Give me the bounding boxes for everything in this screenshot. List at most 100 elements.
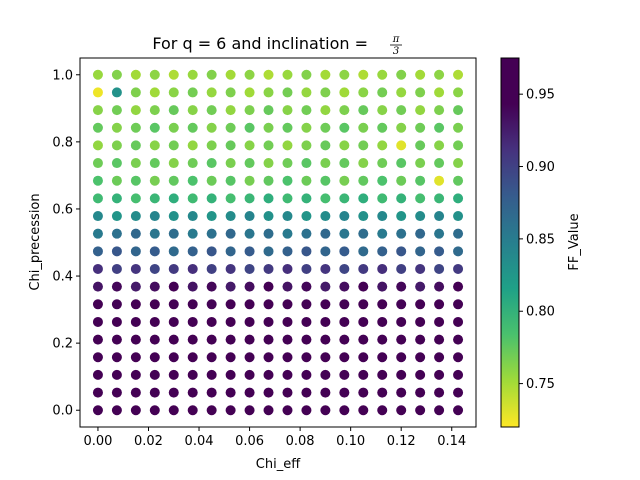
- data-point: [301, 175, 312, 186]
- data-point: [206, 69, 217, 80]
- data-point: [149, 281, 160, 292]
- data-point: [92, 122, 103, 133]
- data-point: [339, 281, 350, 292]
- data-point: [149, 211, 160, 222]
- data-point: [187, 228, 198, 239]
- data-point: [320, 69, 331, 80]
- data-point: [320, 316, 331, 327]
- data-point: [168, 316, 179, 327]
- data-point: [415, 228, 426, 239]
- data-point: [282, 405, 293, 416]
- data-point: [111, 263, 122, 274]
- data-point: [263, 158, 274, 169]
- colorbar: 0.75 0.80 0.85 0.90 0.95 FF_Value: [500, 57, 582, 428]
- data-point: [130, 316, 141, 327]
- data-point: [415, 405, 426, 416]
- data-point: [111, 193, 122, 204]
- data-point: [92, 246, 103, 257]
- data-point: [206, 352, 217, 363]
- data-point: [130, 352, 141, 363]
- colorbar-tick-label: 0.80: [526, 305, 555, 320]
- data-point: [149, 387, 160, 398]
- data-point: [111, 281, 122, 292]
- title-fraction-denominator: 3: [393, 46, 399, 57]
- data-point: [396, 246, 407, 257]
- data-point: [396, 387, 407, 398]
- y-tick-label: 0.0: [52, 404, 73, 419]
- data-point: [377, 140, 388, 151]
- data-point: [225, 158, 236, 169]
- data-point: [282, 105, 293, 116]
- data-point: [320, 140, 331, 151]
- data-point: [282, 69, 293, 80]
- data-point: [396, 122, 407, 133]
- data-point: [111, 87, 122, 98]
- data-point: [187, 316, 198, 327]
- data-point: [225, 193, 236, 204]
- x-axis-ticks: 0.00 0.02 0.04 0.06 0.08 0.10 0.12 0.14: [83, 427, 466, 449]
- data-point: [396, 105, 407, 116]
- data-point: [377, 263, 388, 274]
- data-point: [225, 405, 236, 416]
- data-point: [263, 352, 274, 363]
- data-point: [282, 175, 293, 186]
- data-point: [111, 211, 122, 222]
- data-point: [111, 122, 122, 133]
- data-point: [187, 87, 198, 98]
- data-point: [339, 122, 350, 133]
- data-point: [187, 211, 198, 222]
- data-point: [263, 87, 274, 98]
- data-point: [168, 281, 179, 292]
- data-point: [358, 228, 369, 239]
- data-point: [453, 246, 464, 257]
- data-point: [415, 69, 426, 80]
- y-tick-label: 1.0: [52, 68, 73, 83]
- data-point: [244, 105, 255, 116]
- data-point: [415, 263, 426, 274]
- data-point: [282, 246, 293, 257]
- data-point: [282, 158, 293, 169]
- data-point: [301, 316, 312, 327]
- data-point: [149, 105, 160, 116]
- data-point: [339, 387, 350, 398]
- data-point: [453, 158, 464, 169]
- data-point: [206, 211, 217, 222]
- data-point: [377, 105, 388, 116]
- data-point: [282, 193, 293, 204]
- data-point: [244, 228, 255, 239]
- x-tick-label: 0.14: [437, 434, 466, 449]
- data-point: [434, 158, 445, 169]
- data-point: [282, 87, 293, 98]
- data-point: [453, 69, 464, 80]
- data-point: [168, 211, 179, 222]
- data-point: [377, 193, 388, 204]
- data-point: [244, 193, 255, 204]
- data-point: [415, 281, 426, 292]
- data-point: [320, 387, 331, 398]
- data-point: [225, 122, 236, 133]
- data-point: [396, 281, 407, 292]
- data-point: [225, 246, 236, 257]
- data-point: [244, 387, 255, 398]
- data-point: [130, 105, 141, 116]
- data-point: [263, 316, 274, 327]
- data-point: [453, 87, 464, 98]
- data-point: [244, 122, 255, 133]
- data-point: [320, 281, 331, 292]
- data-point: [111, 158, 122, 169]
- data-point: [339, 352, 350, 363]
- data-point: [434, 175, 445, 186]
- colorbar-ticks: 0.75 0.80 0.85 0.90 0.95: [519, 88, 555, 392]
- data-point: [206, 158, 217, 169]
- data-point: [415, 387, 426, 398]
- data-point: [130, 281, 141, 292]
- data-point: [111, 69, 122, 80]
- data-point: [187, 387, 198, 398]
- data-point: [415, 246, 426, 257]
- data-point: [377, 158, 388, 169]
- colorbar-frame: [500, 57, 520, 428]
- data-point: [282, 299, 293, 310]
- data-point: [339, 105, 350, 116]
- data-point: [206, 105, 217, 116]
- data-point: [339, 193, 350, 204]
